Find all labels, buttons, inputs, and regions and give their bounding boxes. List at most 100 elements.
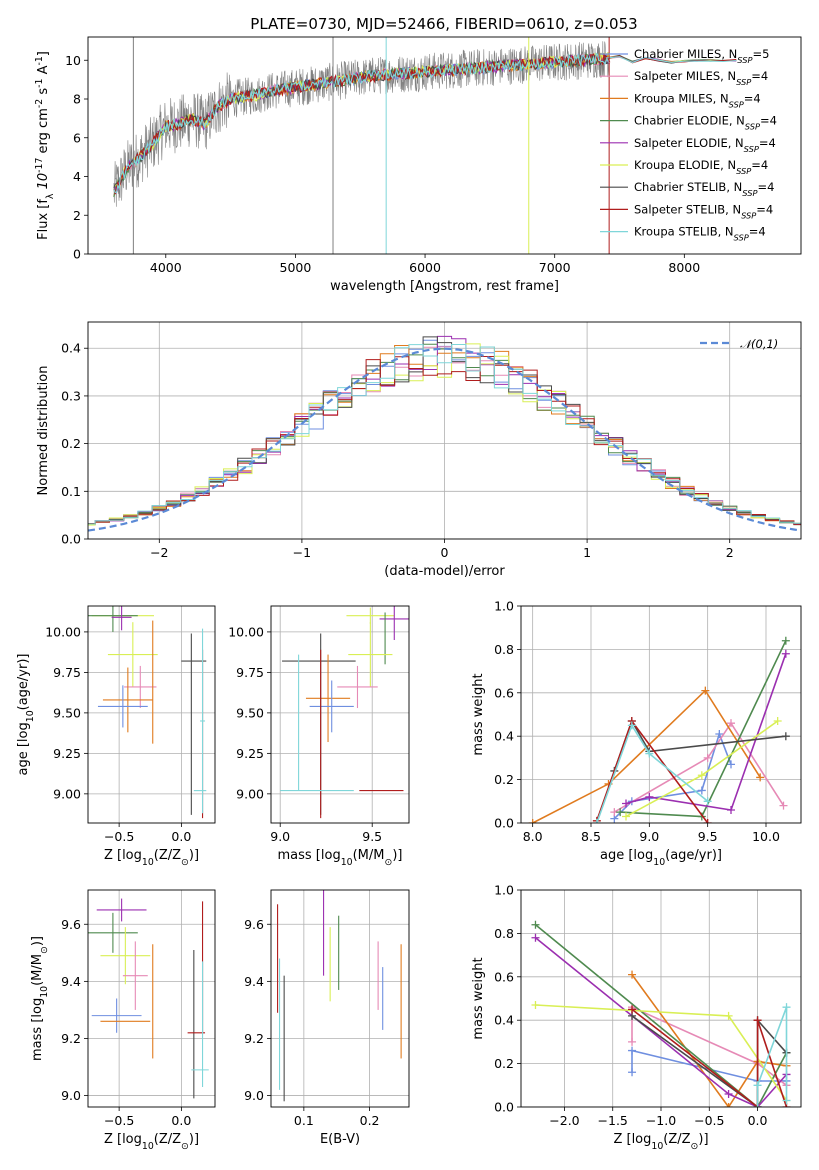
y-tick-label: 0.0 — [494, 1100, 514, 1115]
y-tick-label: 10.00 — [45, 624, 81, 639]
y-tick-label: 0.4 — [494, 1013, 514, 1028]
legend-label: Salpeter STELIB, NSSP=4 — [634, 202, 773, 220]
plot-area — [271, 890, 409, 1107]
x-tick-label: 9.5 — [698, 829, 718, 844]
series-marker — [592, 819, 601, 823]
y-axis-label: mass weight — [471, 673, 486, 755]
series-marker — [756, 773, 765, 782]
errorbar-point — [102, 667, 153, 733]
series-marker — [628, 1005, 637, 1014]
histogram-step — [88, 356, 801, 525]
series-marker — [628, 1037, 637, 1046]
y-tick-label: 9.2 — [244, 1031, 264, 1046]
series-marker — [531, 1001, 540, 1010]
y-tick-label: 0.2 — [494, 772, 514, 787]
x-axis-label: E(B-V) — [320, 1132, 360, 1147]
y-tick-label: 9.0 — [61, 1088, 81, 1103]
legend-label: Kroupa MILES, NSSP=4 — [634, 91, 761, 109]
x-tick-label: 0.2 — [360, 1113, 380, 1128]
series-marker — [753, 1081, 762, 1090]
series-marker — [779, 801, 788, 810]
series-marker — [622, 799, 630, 808]
axes-frame — [87, 605, 216, 824]
plot-area — [271, 606, 409, 823]
y-tick-label: 0.8 — [494, 926, 514, 941]
y-tick-label: 0.4 — [494, 729, 514, 744]
y-tick-label: 9.6 — [244, 917, 264, 932]
series-marker — [531, 933, 540, 942]
errorbar-point — [124, 665, 157, 709]
series-marker — [782, 1003, 791, 1012]
y-axis-label: Flux [fλ 10-17 erg cm-2 s-1 A-1] — [34, 51, 56, 240]
axes-overlay: 4000 5000 6000 7000 8000 0 2 4 6 8 10 wavelength [A… — [34, 36, 802, 294]
y-tick-label: 9.75 — [236, 665, 264, 680]
y-axis-label: mass [log10(M/M⊙)] — [30, 936, 50, 1061]
data-spectrum — [113, 41, 610, 207]
x-tick-label: −0.5 — [694, 1113, 724, 1128]
x-tick-label: −1.5 — [598, 1113, 628, 1128]
y-tick-label: 9.75 — [53, 665, 81, 680]
errorbar-point — [337, 665, 378, 709]
y-tick-label: 0.6 — [494, 685, 514, 700]
series-marker — [715, 730, 724, 739]
errorbar-point — [96, 898, 147, 922]
errorbar-point — [91, 998, 142, 1033]
errorbar-point — [309, 680, 354, 733]
y-tick-label: 9.00 — [53, 786, 81, 801]
series-line — [613, 721, 785, 813]
axes-spectrum: 4000 5000 6000 7000 8000 0 2 4 6 8 10 wavelength [A… — [34, 36, 802, 294]
x-tick-label: 8.5 — [581, 829, 601, 844]
y-tick-label: 0.8 — [494, 642, 514, 657]
y-axis-label: mass weight — [471, 957, 486, 1039]
series-line — [534, 924, 788, 1107]
legend-label: Salpeter ELODIE, NSSP=4 — [634, 136, 776, 154]
x-axis-label: age [log10(age/yr)] — [600, 848, 722, 868]
axes-overlay: −0.5 0.0 9.0 9.2 9.4 9.6 Z [log10(Z/Z⊙)] mass [… — [30, 889, 216, 1152]
series-line — [756, 1006, 788, 1107]
x-tick-label: −2 — [150, 545, 168, 560]
axes-mass_vs_ebv: 0.1 0.2 9.0 9.2 9.4 9.6 E(B-V) — [244, 889, 410, 1147]
y-tick-label: 9.50 — [236, 705, 264, 720]
x-axis-label: Z [log10(Z/Z⊙)] — [104, 1132, 199, 1152]
y-tick-label: 9.0 — [244, 1088, 264, 1103]
y-tick-label: 0.4 — [61, 341, 81, 356]
errorbar-point — [348, 622, 393, 687]
x-tick-label: 0.0 — [171, 829, 191, 844]
series-marker — [616, 808, 625, 817]
series-line — [532, 689, 761, 823]
series-marker — [753, 1103, 762, 1107]
series-marker — [781, 649, 790, 658]
errorbar-point — [100, 927, 151, 985]
series-line — [596, 723, 709, 823]
x-tick-label: 1 — [583, 545, 591, 560]
y-tick-label: 9.25 — [53, 746, 81, 761]
x-tick-label: 8.0 — [523, 829, 543, 844]
errorbar-point — [305, 654, 351, 743]
y-tick-label: 9.2 — [61, 1031, 81, 1046]
y-tick-label: 1.0 — [494, 599, 514, 614]
x-axis-label: Z [log10(Z/Z⊙)] — [613, 1132, 708, 1152]
y-tick-label: 0.2 — [494, 1056, 514, 1071]
y-tick-label: 9.25 — [236, 746, 264, 761]
errorbar-point — [346, 607, 395, 624]
legend-label: Kroupa ELODIE, NSSP=4 — [634, 158, 768, 176]
x-axis-label: wavelength [Angstrom, rest frame] — [330, 279, 559, 294]
axes-overlay: 0.1 0.2 9.0 9.2 9.4 9.6 E(B-V) — [244, 889, 410, 1147]
figure-title: PLATE=0730, MJD=52466, FIBERID=0610, z=0… — [250, 15, 637, 33]
x-axis-label: (data-model)/error — [384, 564, 505, 579]
axes-frame — [270, 889, 410, 1108]
legend-label: Chabrier MILES, NSSP=5 — [634, 47, 769, 65]
series-marker — [701, 686, 710, 695]
x-tick-label: 9.5 — [362, 829, 382, 844]
series-marker — [773, 717, 782, 726]
series-marker — [528, 819, 537, 823]
x-tick-label: 2 — [726, 545, 734, 560]
x-tick-label: 4000 — [150, 260, 182, 275]
y-tick-label: 0.3 — [61, 388, 81, 403]
legend-label: Salpeter MILES, NSSP=4 — [634, 69, 768, 87]
series-marker — [645, 792, 654, 801]
y-tick-label: 0.1 — [61, 484, 81, 499]
x-tick-label: 5000 — [280, 260, 312, 275]
x-tick-label: −2.0 — [549, 1113, 579, 1128]
